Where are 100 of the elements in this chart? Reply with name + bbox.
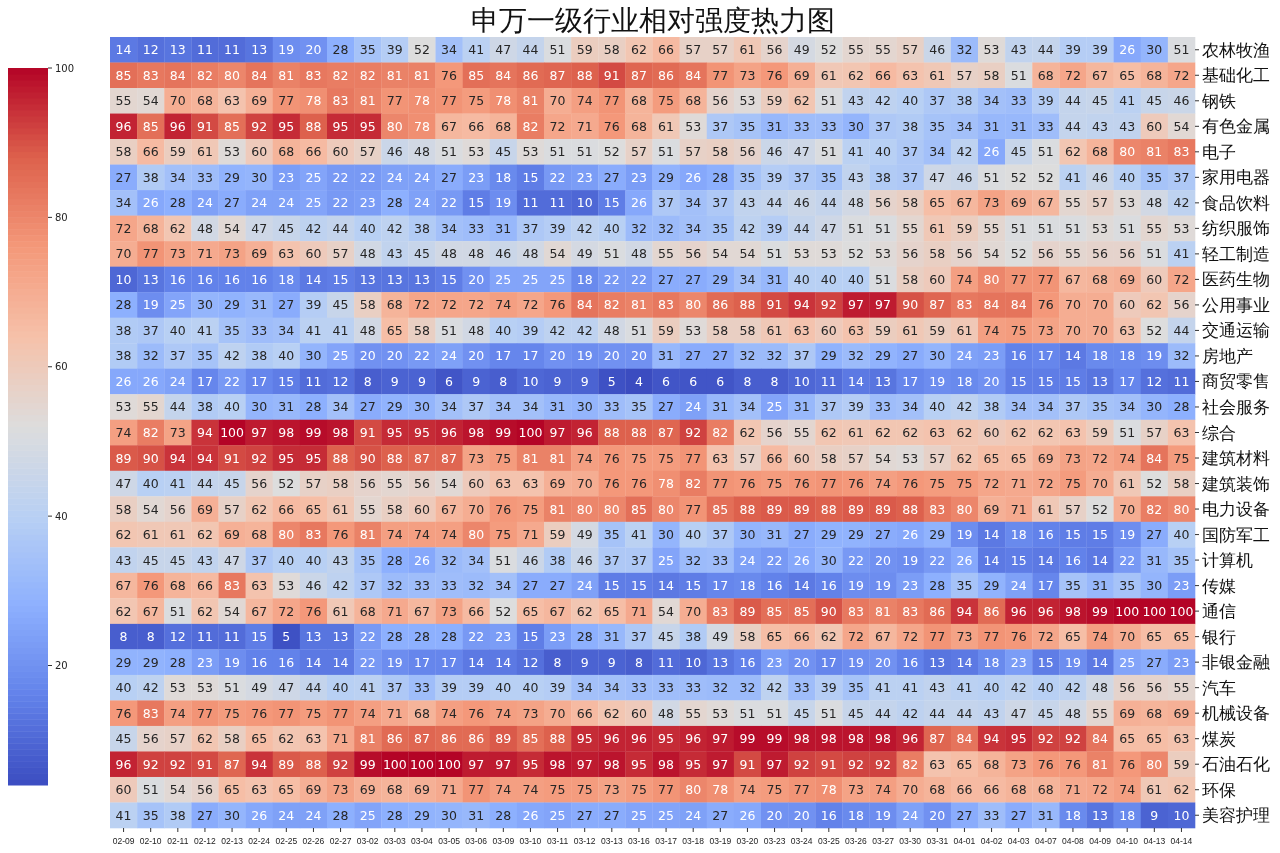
data-label: 17: [820, 654, 837, 670]
data-label: 100: [518, 425, 543, 440]
data-label: 67: [1037, 195, 1054, 211]
data-label: 49: [793, 42, 810, 58]
data-label: 85: [468, 67, 485, 83]
data-label: 38: [115, 348, 132, 364]
data-label: 20: [630, 348, 647, 364]
data-label: 19: [495, 195, 512, 211]
data-label: 19: [902, 552, 919, 568]
data-label: 14: [495, 654, 512, 670]
data-label: 6: [716, 373, 725, 389]
data-label: 76: [468, 705, 485, 721]
data-label: 54: [739, 246, 756, 262]
data-label: 20: [359, 348, 376, 364]
data-label: 34: [576, 680, 593, 696]
data-label: 51: [1173, 42, 1190, 58]
data-label: 67: [441, 118, 458, 134]
data-label: 26: [685, 169, 702, 185]
data-label: 76: [793, 476, 810, 492]
data-label: 71: [630, 603, 647, 619]
data-label: 38: [956, 93, 973, 109]
data-label: 69: [793, 67, 810, 83]
data-label: 54: [549, 246, 566, 262]
data-label: 44: [766, 195, 783, 211]
data-label: 37: [359, 578, 376, 594]
data-label: 65: [983, 450, 1000, 466]
data-label: 26: [630, 195, 647, 211]
data-label: 32: [766, 348, 783, 364]
x-tick-label: 03-26: [845, 836, 868, 846]
data-label: 27: [224, 195, 241, 211]
data-label: 14: [956, 654, 973, 670]
data-label: 34: [468, 552, 485, 568]
data-label: 20: [468, 271, 485, 287]
y-tick-label: 社会服务: [1202, 397, 1270, 417]
data-label: 76: [1037, 297, 1054, 313]
data-label: 22: [359, 654, 376, 670]
data-label: 41: [169, 476, 186, 492]
data-label: 75: [1010, 322, 1027, 338]
data-label: 34: [495, 399, 512, 415]
data-label: 12: [169, 629, 186, 645]
data-label: 23: [468, 169, 485, 185]
data-label: 60: [413, 501, 430, 517]
data-label: 35: [1064, 578, 1081, 594]
data-label: 42: [224, 348, 241, 364]
data-label: 89: [115, 450, 132, 466]
data-label: 74: [495, 705, 512, 721]
data-label: 10: [1173, 807, 1190, 823]
data-label: 8: [634, 654, 643, 670]
data-label: 72: [549, 118, 566, 134]
x-tick-label: 03-05: [438, 836, 461, 846]
data-label: 80: [1119, 144, 1136, 160]
data-label: 45: [1092, 93, 1109, 109]
data-label: 60: [983, 425, 1000, 440]
data-label: 42: [902, 705, 919, 721]
data-label: 78: [495, 93, 512, 109]
data-label: 41: [956, 680, 973, 696]
data-label: 13: [712, 654, 729, 670]
data-label: 25: [305, 195, 322, 211]
data-label: 24: [1010, 578, 1027, 594]
data-label: 51: [766, 246, 783, 262]
data-label: 51: [739, 705, 756, 721]
data-label: 60: [1146, 118, 1163, 134]
data-label: 63: [305, 731, 322, 747]
data-label: 83: [658, 297, 675, 313]
data-label: 43: [847, 93, 864, 109]
data-label: 33: [1010, 93, 1027, 109]
data-label: 31: [1092, 578, 1109, 594]
y-tick-label: 有色金属: [1202, 117, 1270, 137]
data-label: 92: [793, 756, 810, 772]
data-label: 56: [169, 501, 186, 517]
color-bar-label: 80: [55, 211, 68, 223]
y-tick-label: 非银金融: [1202, 653, 1270, 673]
data-label: 25: [522, 271, 539, 287]
data-label: 70: [1119, 501, 1136, 517]
data-label: 47: [793, 144, 810, 160]
data-label: 57: [685, 42, 702, 58]
data-label: 85: [224, 118, 241, 134]
data-label: 29: [847, 527, 864, 543]
data-label: 8: [743, 373, 752, 389]
data-label: 63: [1173, 731, 1190, 747]
data-label: 52: [278, 476, 295, 492]
data-label: 27: [441, 169, 458, 185]
data-label: 23: [495, 629, 512, 645]
data-label: 33: [441, 578, 458, 594]
data-label: 25: [359, 807, 376, 823]
data-label: 63: [712, 450, 729, 466]
data-label: 91: [739, 756, 756, 772]
data-label: 37: [658, 195, 675, 211]
data-label: 51: [1119, 220, 1136, 236]
data-label: 37: [251, 552, 268, 568]
data-label: 56: [739, 144, 756, 160]
data-label: 88: [739, 297, 756, 313]
data-label: 34: [115, 195, 132, 211]
x-tick-label: 02-09: [112, 836, 135, 846]
data-label: 80: [278, 527, 295, 543]
data-label: 95: [685, 756, 702, 772]
data-label: 63: [495, 476, 512, 492]
data-label: 59: [576, 42, 593, 58]
data-label: 20: [793, 807, 810, 823]
data-label: 71: [196, 246, 213, 262]
